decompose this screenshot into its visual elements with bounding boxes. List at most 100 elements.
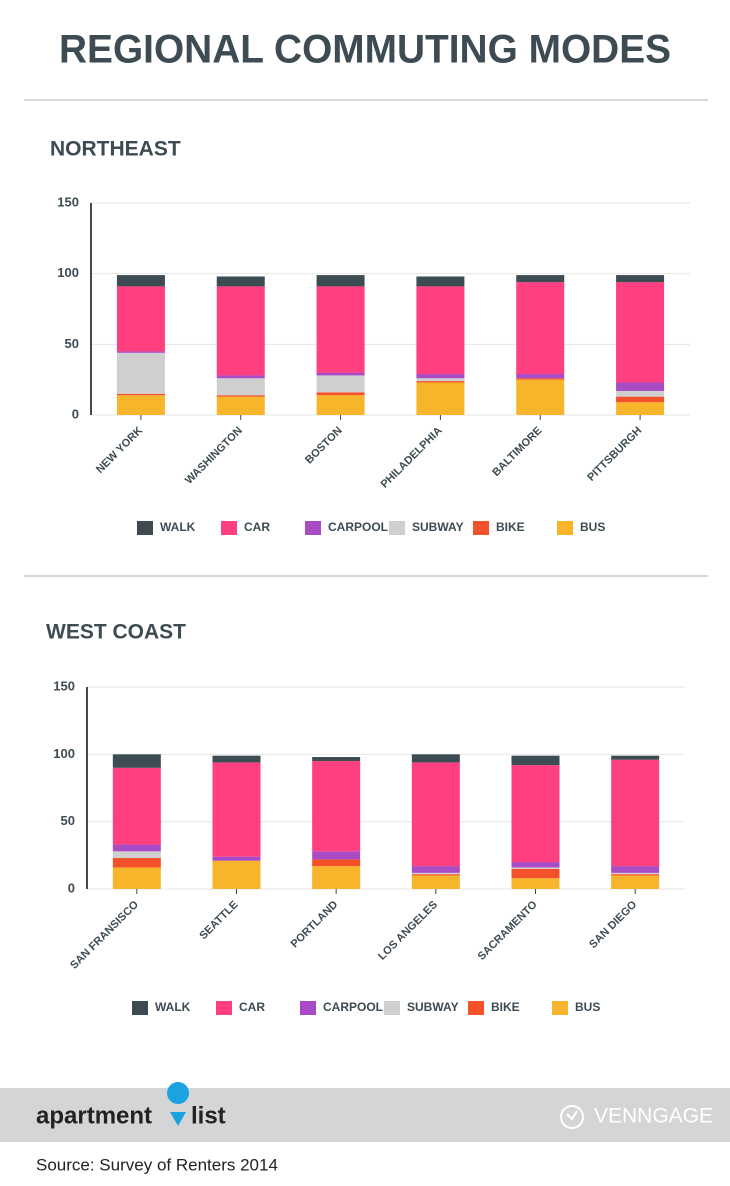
bar-segment: [216, 276, 265, 287]
x-tick-label: BALTIMORE: [490, 425, 544, 479]
bar-segment: [611, 874, 660, 876]
bar-segment: [312, 761, 361, 852]
brand-name: list: [191, 1102, 226, 1129]
bar-segment: [511, 868, 560, 879]
x-tick-label: SAN DIEGO: [587, 898, 639, 950]
legend-swatch: [557, 521, 573, 535]
bar-segment: [216, 286, 265, 376]
bar-segment: [112, 858, 161, 868]
bar-segment: [316, 372, 365, 376]
bar-segment: [516, 374, 565, 379]
legend-swatch: [384, 1001, 400, 1015]
bar-segment: [611, 866, 660, 873]
bar-segment: [112, 754, 161, 768]
bar-segment: [212, 762, 261, 857]
bar-segment: [516, 378, 565, 380]
bar-segment: [116, 351, 165, 353]
bar-segment: [212, 755, 261, 763]
bar-segment: [316, 286, 365, 373]
bar-segment: [411, 874, 460, 876]
bar-segment: [116, 275, 165, 287]
legend-swatch: [216, 1001, 232, 1015]
bar-segment: [516, 379, 565, 415]
bar-segment: [511, 862, 560, 868]
bar-segment: [411, 875, 460, 889]
bar-segment: [316, 395, 365, 415]
source: Source: Survey of Renters 2014: [36, 1155, 278, 1174]
legend-swatch: [300, 1001, 316, 1015]
bar-segment: [411, 762, 460, 867]
bar-segment: [316, 375, 365, 393]
legend-swatch: [132, 1001, 148, 1015]
legend-label: SUBWAY: [412, 520, 464, 534]
bar-segment: [416, 276, 465, 287]
bar-segment: [212, 856, 261, 861]
legend-swatch: [468, 1001, 484, 1015]
bar-segment: [116, 393, 165, 396]
x-tick-label: NEW YORK: [94, 425, 145, 476]
bar-segment: [611, 759, 660, 867]
partner-name: VENNGAGE: [594, 1105, 713, 1128]
legend-swatch: [473, 521, 489, 535]
bar-segment: [312, 866, 361, 889]
legend-label: BIKE: [496, 520, 525, 534]
bar-segment: [316, 275, 365, 287]
bar-segment: [316, 392, 365, 396]
bar-segment: [616, 390, 665, 397]
legend-label: SUBWAY: [407, 1000, 459, 1014]
bar-segment: [216, 395, 265, 397]
partner-icon: [566, 1110, 578, 1121]
x-tick-label: SAN FRANSISCO: [68, 898, 141, 971]
bar-segment: [416, 374, 465, 379]
bar-segment: [116, 286, 165, 352]
bar-segment: [411, 754, 460, 763]
brand-pin: [167, 1082, 190, 1104]
bar-segment: [511, 765, 560, 863]
bar-segment: [511, 867, 560, 869]
bar-segment: [416, 286, 465, 375]
y-tick-label: 50: [61, 813, 75, 828]
legend-label: CAR: [239, 1000, 265, 1014]
bar-segment: [216, 378, 265, 396]
chart-title: NORTHEAST: [50, 138, 181, 161]
legend-label: BUS: [580, 520, 605, 534]
legend-swatch: [552, 1001, 568, 1015]
bar-segment: [616, 396, 665, 403]
y-tick-label: 100: [57, 265, 79, 280]
y-tick-label: 150: [53, 678, 75, 693]
legend-swatch: [389, 521, 405, 535]
bar-segment: [611, 872, 660, 875]
bar-segment: [511, 878, 560, 889]
bar-segment: [416, 382, 465, 415]
x-tick-label: LOS ANGELES: [376, 899, 440, 963]
page-title: REGIONAL COMMUTING MODES: [59, 28, 671, 72]
chart-title: WEST COAST: [46, 621, 186, 644]
footer-band: [0, 1088, 730, 1142]
bar-segment: [616, 275, 665, 283]
y-tick-label: 150: [57, 194, 79, 209]
bar-segment: [516, 282, 565, 375]
legend-label: CAR: [244, 520, 270, 534]
y-tick-label: 0: [68, 880, 75, 895]
bar-segment: [516, 275, 565, 283]
bar-segment: [212, 860, 261, 889]
bar-segment: [416, 381, 465, 383]
x-tick-label: BOSTON: [303, 425, 345, 467]
legend-swatch: [305, 521, 321, 535]
legend-label: WALK: [160, 520, 196, 534]
legend-label: BIKE: [491, 1000, 520, 1014]
bar-segment: [411, 872, 460, 875]
bar-segment: [216, 396, 265, 415]
y-tick-label: 0: [72, 406, 79, 421]
legend-swatch: [137, 521, 153, 535]
x-tick-label: PITTSBURGH: [585, 425, 644, 484]
bar-segment: [312, 859, 361, 867]
bar-segment: [312, 851, 361, 860]
bar-segment: [216, 375, 265, 379]
legend-label: CARPOOL: [323, 1000, 383, 1014]
partner-icon: [560, 1105, 584, 1129]
legend-label: CARPOOL: [328, 520, 388, 534]
brand-pin: [170, 1112, 186, 1126]
